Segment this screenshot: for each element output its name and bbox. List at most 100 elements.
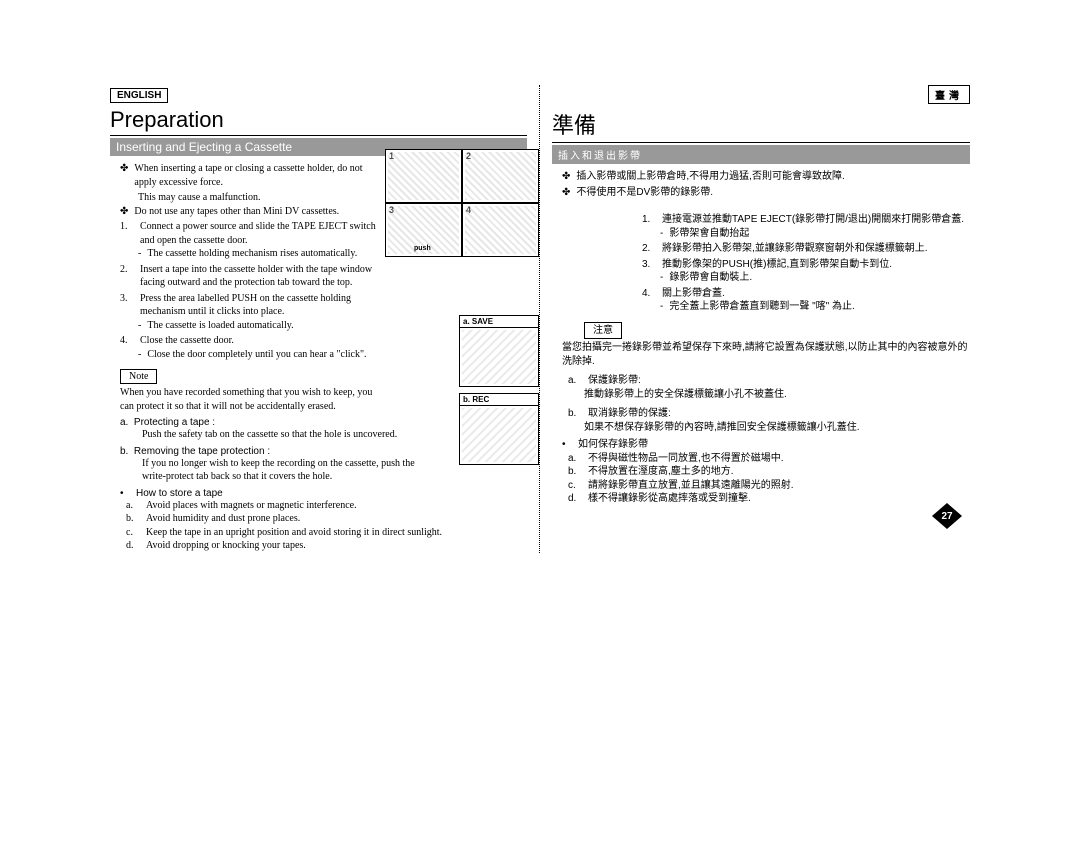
- bullet-text: 不得使用不是DV影帶的錄影帶.: [576, 186, 713, 200]
- diagram-placeholder-icon: [462, 408, 536, 462]
- step-num: 1.: [120, 220, 134, 247]
- step-sub-text: The cassette holding mechanism rises aut…: [147, 247, 357, 261]
- right-column: 臺灣 準備 插入和退出影帶 ✤插入影帶或關上影帶倉時,不得用力過猛,否則可能會導…: [540, 85, 970, 553]
- step-item: 2. 將錄影帶拍入影帶架,並讓錄影帶觀察窗朝外和保護標籤朝上.: [642, 242, 970, 256]
- save-diagram-a: a. SAVE: [459, 315, 539, 387]
- dash-icon: -: [660, 271, 663, 285]
- dash-icon: -: [138, 247, 141, 261]
- store-text: Avoid humidity and dust prone places.: [146, 512, 300, 526]
- protect-b-title: Removing the tape protection :: [134, 446, 270, 457]
- protect-b-text: 如果不想保存錄影帶的內容時,請推回安全保護標籤讓小孔蓋住.: [584, 421, 860, 435]
- diagram-cell-1: 1: [385, 149, 462, 203]
- store-text: 不得與磁性物品一同放置,也不得置於磁場中.: [588, 452, 784, 466]
- store-header-text: 如何保存錄影帶: [578, 438, 648, 452]
- step-text: Connect a power source and slide the TAP…: [140, 220, 376, 247]
- protect-b-text: If you no longer wish to keep the record…: [142, 457, 440, 484]
- letter-label: b.: [568, 407, 582, 421]
- step-sub-text: 影帶架會自動抬起: [669, 227, 749, 241]
- maltese-icon: ✤: [562, 186, 570, 200]
- store-text: 不得放置在溼度高,塵土多的地方.: [588, 465, 734, 479]
- note-paragraph: When you have recorded something that yo…: [110, 386, 376, 413]
- protect-a-text: Push the safety tab on the cassette so t…: [142, 428, 397, 442]
- store-item: a.Avoid places with magnets or magnetic …: [110, 499, 527, 513]
- diagram-cell-4: 4: [462, 203, 539, 257]
- protect-b-title: 取消錄影帶的保護:: [588, 407, 671, 421]
- protect-a-body: 推動錄影帶上的安全保護標籤讓小孔不被蓋住.: [552, 388, 970, 402]
- store-item: b.不得放置在溼度高,塵土多的地方.: [552, 465, 970, 479]
- step-num: 3.: [642, 258, 656, 272]
- letter-label: a.: [568, 374, 582, 388]
- bullet-item: ✤When inserting a tape or closing a cass…: [110, 162, 376, 189]
- dash-icon: -: [138, 319, 141, 333]
- save-a-label: a. SAVE: [460, 316, 538, 328]
- lang-tag-taiwan: 臺灣: [928, 85, 970, 104]
- store-item: b. Avoid humidity and dust prone places.: [110, 512, 527, 526]
- step-text: Insert a tape into the cassette holder w…: [140, 263, 376, 290]
- step-item: 2.Insert a tape into the cassette holder…: [110, 263, 376, 290]
- store-header: • 如何保存錄影帶: [552, 438, 970, 452]
- letter-label: a.: [126, 499, 140, 513]
- dash-icon: -: [660, 300, 663, 314]
- dash-icon: -: [138, 348, 141, 362]
- step-sub-text: 完全蓋上影帶倉蓋直到聽到一聲 "喀" 為止.: [669, 300, 854, 314]
- bullet-sub: This may cause a malfunction.: [110, 191, 376, 205]
- right-body: ✤插入影帶或關上影帶倉時,不得用力過猛,否則可能會導致故障. ✤ 不得使用不是DV…: [552, 170, 970, 506]
- step-text: 推動影像架的PUSH(推)標記,直到影帶架自動卡到位.: [662, 258, 892, 272]
- left-body: ✤ When inserting a tape or closing a cass…: [110, 162, 376, 361]
- diagram-cell-2: 2: [462, 149, 539, 203]
- store-header: •How to store a tape: [110, 488, 527, 499]
- step-text: Close the cassette door.: [140, 334, 234, 348]
- step-sub: -Close the door completely until you can…: [110, 348, 376, 362]
- bullet-item: ✤ 不得使用不是DV影帶的錄影帶.: [552, 186, 970, 200]
- protect-a-body: Push the safety tab on the cassette so t…: [110, 428, 430, 442]
- step-sub: -The cassette is loaded automatically.: [110, 319, 376, 333]
- push-label: push: [414, 245, 431, 252]
- store-item: d.Avoid dropping or knocking your tapes.: [110, 539, 527, 553]
- protect-a-title: 保護錄影帶:: [588, 374, 641, 388]
- store-text: 樣不得讓錄影從高處摔落或受到撞擊.: [588, 492, 751, 506]
- note-box: 注意: [584, 322, 622, 340]
- protect-b-body: If you no longer wish to keep the record…: [110, 457, 440, 484]
- letter-label: c.: [126, 526, 140, 540]
- diagram-placeholder-icon: [462, 330, 536, 384]
- step-num: 2.: [120, 263, 134, 290]
- step-sub: -錄影帶會自動裝上.: [642, 271, 970, 285]
- step-item: 3. 推動影像架的PUSH(推)標記,直到影帶架自動卡到位.: [642, 258, 970, 272]
- maltese-icon: ✤: [120, 205, 128, 219]
- bullet-dot-icon: •: [562, 438, 572, 452]
- letter-label: c.: [568, 479, 582, 493]
- store-item: d.樣不得讓錄影從高處摔落或受到撞擊.: [552, 492, 970, 506]
- step-item: 1.Connect a power source and slide the T…: [110, 220, 376, 247]
- save-b-label: b. REC: [460, 394, 538, 406]
- protect-a-text: 推動錄影帶上的安全保護標籤讓小孔不被蓋住.: [584, 388, 787, 402]
- step-num: 4.: [642, 287, 656, 301]
- step-sub: -完全蓋上影帶倉蓋直到聽到一聲 "喀" 為止.: [642, 300, 970, 314]
- diagram-cell-3: 3push: [385, 203, 462, 257]
- step-num: 2.: [642, 242, 656, 256]
- diagram-placeholder-icon: [465, 152, 536, 200]
- step-text: 關上影帶倉蓋.: [662, 287, 725, 301]
- bullet-dot-icon: •: [120, 488, 130, 499]
- step-text: Press the area labelled PUSH on the cass…: [140, 292, 376, 319]
- step-item: 1.連接電源並推動TAPE EJECT(錄影帶打開/退出)開關來打開影帶倉蓋.: [642, 213, 970, 227]
- letter-label: b.: [126, 512, 140, 526]
- letter-label: d.: [126, 539, 140, 553]
- letter-label: a.: [568, 452, 582, 466]
- diagram-placeholder-icon: [465, 206, 536, 254]
- subtitle-right: 插入和退出影帶: [552, 145, 970, 164]
- protect-b: b. 取消錄影帶的保護:: [552, 407, 970, 421]
- two-column-layout: ENGLISH Preparation Inserting and Ejecti…: [110, 85, 970, 553]
- protect-a-title: Protecting a tape :: [134, 417, 215, 428]
- step-text: 將錄影帶拍入影帶架,並讓錄影帶觀察窗朝外和保護標籤朝上.: [662, 242, 928, 256]
- section-title-left: Preparation: [110, 107, 527, 136]
- bullet-text: 插入影帶或關上影帶倉時,不得用力過猛,否則可能會導致故障.: [576, 170, 844, 184]
- step-sub: -The cassette holding mechanism rises au…: [110, 247, 376, 261]
- bullet-text: When inserting a tape or closing a casse…: [134, 162, 376, 189]
- bullet-item: ✤插入影帶或關上影帶倉時,不得用力過猛,否則可能會導致故障.: [552, 170, 970, 184]
- page-number-badge: 27: [932, 503, 962, 529]
- store-text: Keep the tape in an upright position and…: [146, 526, 442, 540]
- manual-page: ENGLISH Preparation Inserting and Ejecti…: [110, 85, 970, 553]
- store-text: 請將錄影帶直立放置,並且讓其遠離陽光的照射.: [588, 479, 794, 493]
- note-box: Note: [120, 369, 157, 384]
- step-sub-text: Close the door completely until you can …: [147, 348, 366, 362]
